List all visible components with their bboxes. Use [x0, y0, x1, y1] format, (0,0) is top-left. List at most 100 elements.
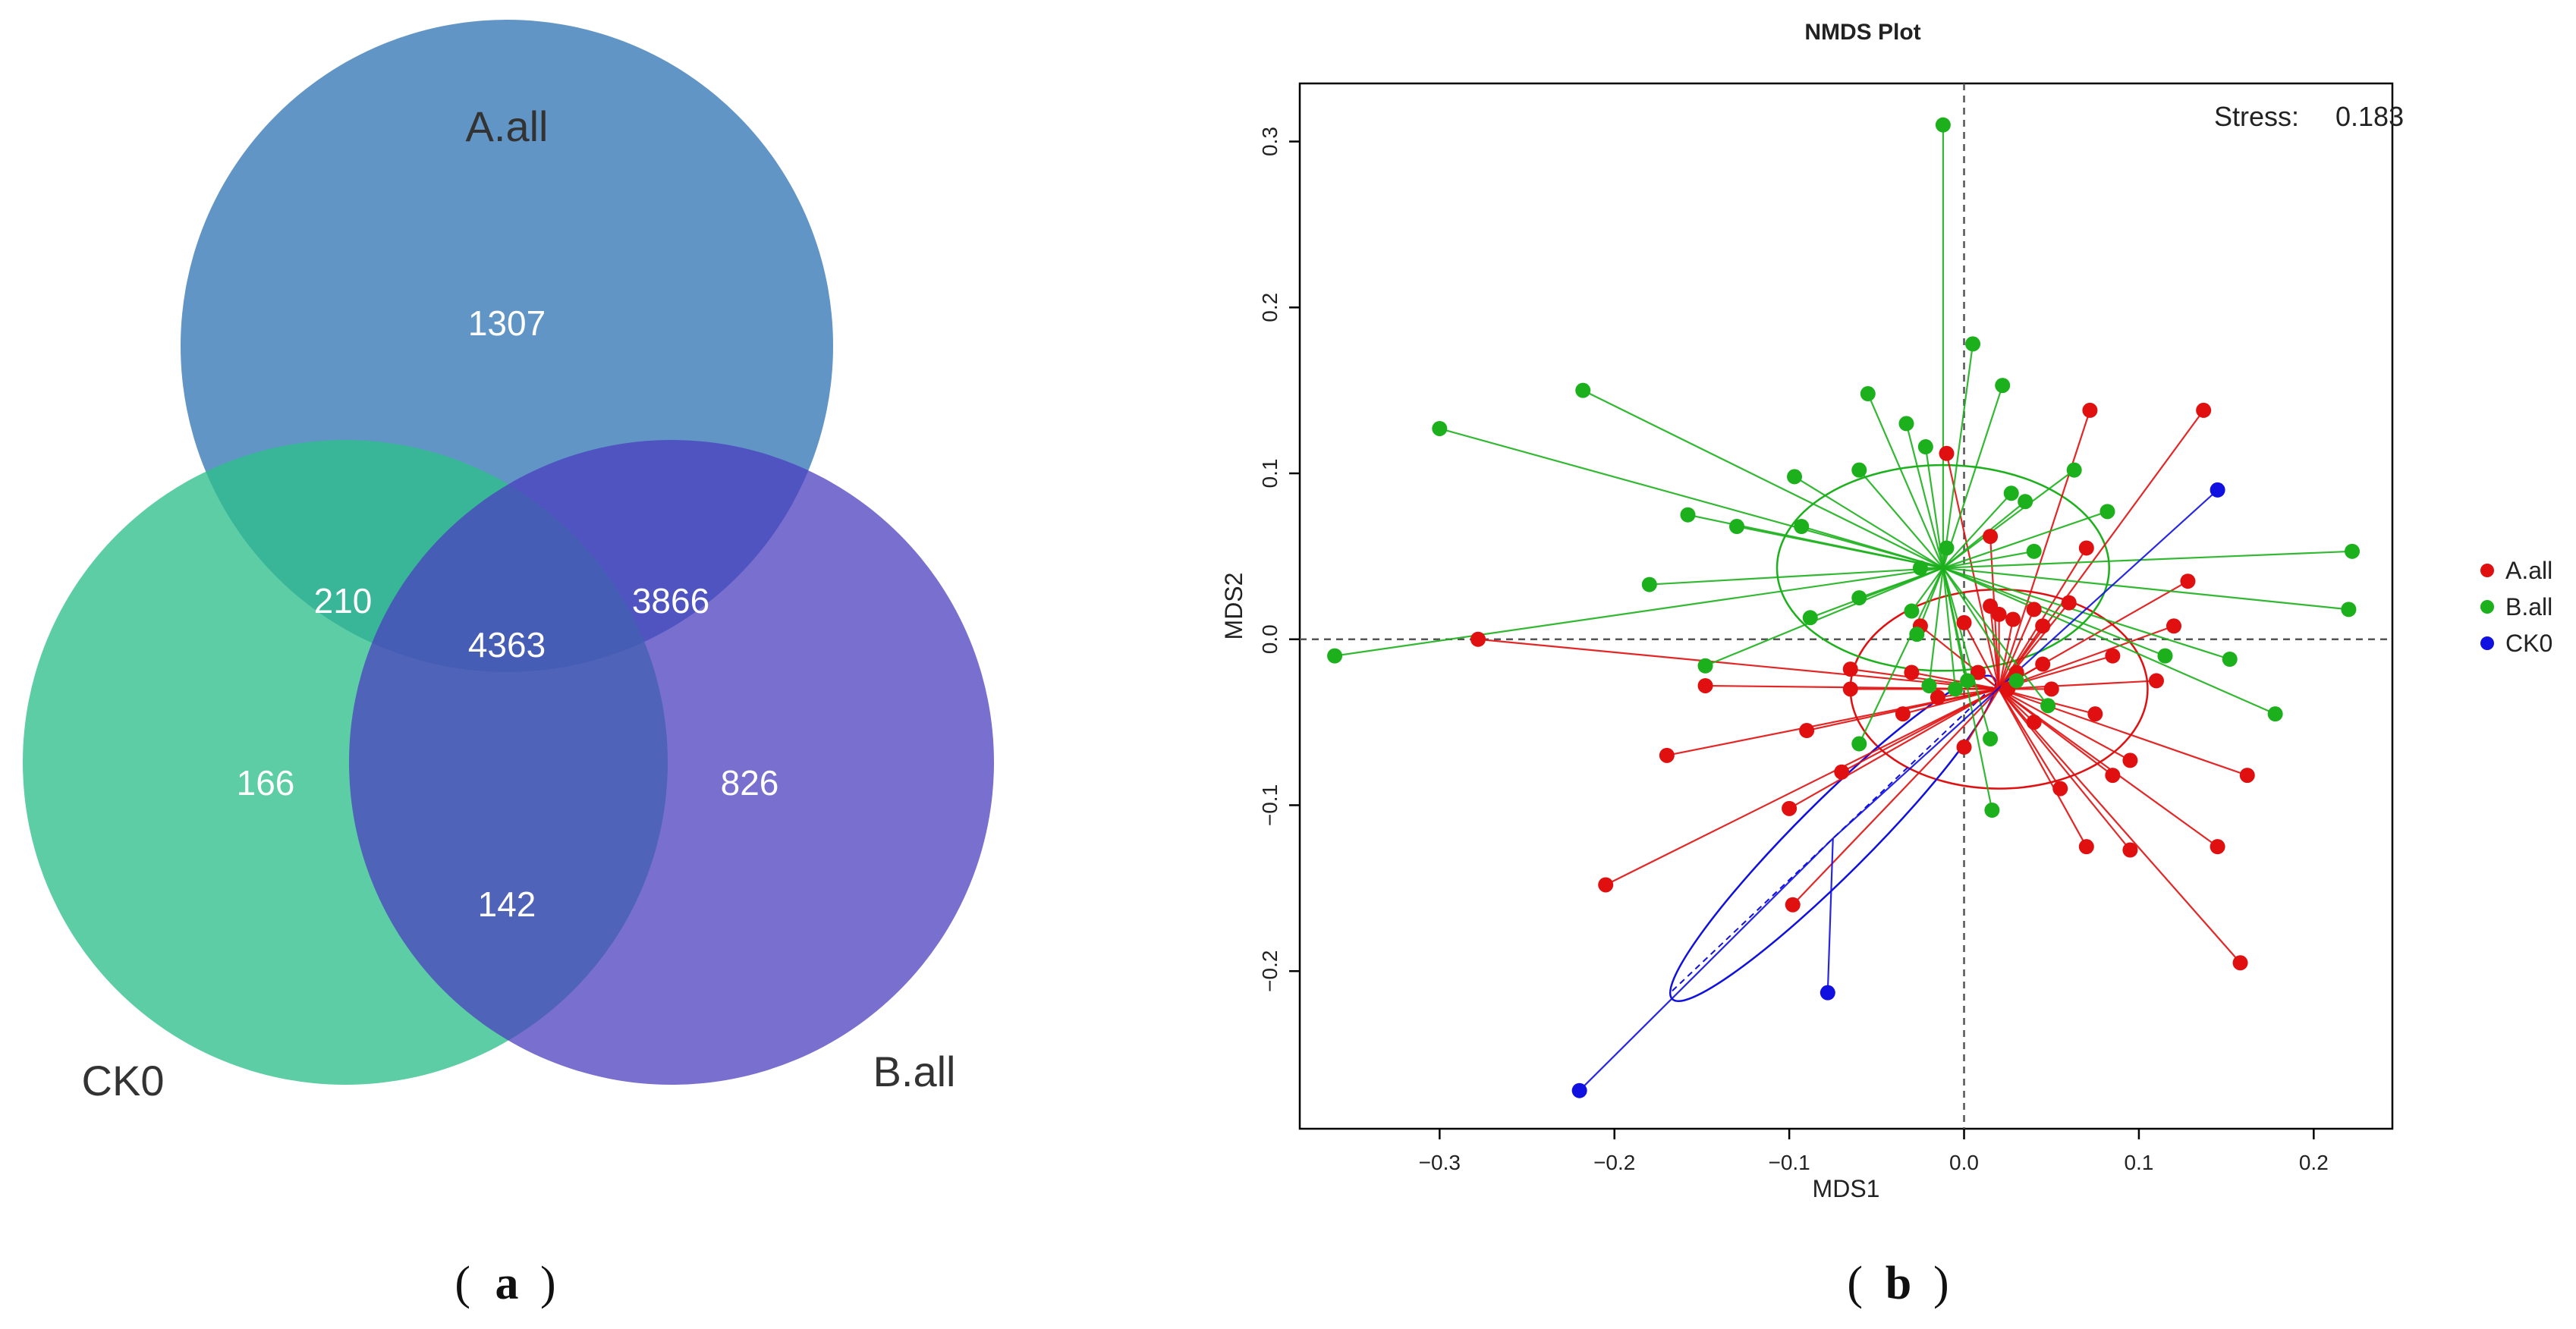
venn-count-ck0-only: 166 — [237, 763, 295, 803]
caption-a: ( a ) — [454, 1258, 555, 1309]
point-b-all — [1327, 648, 1343, 664]
spoke-a-all — [1998, 688, 2131, 851]
spoke-b-all — [1858, 469, 1944, 569]
point-a-all — [2035, 618, 2051, 634]
point-a-all — [2082, 402, 2098, 418]
y-axis: −0.2 −0.1 0.0 0.1 0.2 0.3 — [1258, 127, 1300, 992]
point-b-all — [2222, 651, 2238, 667]
point-b-all — [1851, 590, 1867, 606]
spoke-b-all — [1942, 344, 1974, 568]
spoke-ck0 — [1578, 837, 1834, 1092]
spoke-a-all — [1999, 688, 2131, 762]
point-a-all — [2196, 402, 2212, 418]
spoke-a-all — [1998, 410, 2091, 690]
point-b-all — [2026, 543, 2042, 559]
spoke-a-all — [1998, 410, 2205, 690]
spoke-b-all — [1942, 492, 2012, 569]
spoke-b-all — [1928, 567, 1944, 686]
point-a-all — [2026, 715, 2042, 730]
point-b-all — [1939, 540, 1955, 556]
spoke-a-all — [1850, 668, 1999, 690]
point-a-all — [2180, 573, 2196, 589]
stress-value: 0.183 — [2335, 101, 2404, 132]
x-tick-label: 0.2 — [2299, 1151, 2329, 1174]
point-a-all — [1956, 739, 1972, 755]
point-a-all — [2105, 768, 2121, 784]
point-a-all — [1939, 445, 1955, 461]
point-b-all — [1909, 627, 1925, 643]
point-a-all — [2035, 656, 2051, 672]
point-a-all — [2105, 648, 2121, 664]
x-tick-label: 0.1 — [2124, 1151, 2153, 1174]
spoke-b-all — [1905, 423, 1944, 568]
spoke-a-all — [1788, 688, 2000, 809]
spoke-b-all — [1942, 567, 1993, 811]
spoke-a-all — [1998, 688, 2087, 847]
point-b-all — [1575, 382, 1591, 398]
venn-count-a-only: 1307 — [468, 303, 546, 343]
point-a-all — [1895, 706, 1911, 722]
point-a-all — [1904, 664, 1920, 680]
point-b-all — [1898, 416, 1914, 432]
venn-count-a-ck0: 210 — [314, 581, 373, 621]
venn-set-label-b-all: B.all — [873, 1048, 956, 1095]
spoke-b-all — [1942, 567, 1957, 690]
point-ck0 — [2210, 482, 2225, 498]
nmds-plot: NMDS Plot −0.3 −0.2 −0.1 0.0 0.1 0.2 −0.2 −0.1… — [1220, 20, 2552, 1202]
spoke-b-all — [1942, 567, 2018, 682]
point-a-all — [1598, 877, 1614, 893]
spoke-a-all — [1605, 688, 2000, 886]
point-b-all — [1965, 336, 1981, 352]
spoke-ck0 — [1826, 838, 1834, 993]
spoke-a-all — [1963, 688, 2000, 748]
spoke-b-all — [1439, 427, 1944, 569]
spoke-b-all — [1942, 511, 2108, 569]
point-b-all — [2066, 462, 2082, 478]
plot-frame — [1298, 82, 2394, 1130]
point-a-all — [2239, 768, 2255, 784]
spoke-a-all — [1998, 619, 2015, 690]
point-a-all — [2043, 681, 2059, 697]
chart-title: NMDS Plot — [1804, 20, 1920, 45]
point-b-all — [2157, 648, 2173, 664]
point-ck0 — [1571, 1082, 1587, 1098]
y-tick-label: −0.1 — [1258, 784, 1282, 826]
point-b-all — [1912, 560, 1928, 576]
point-a-all — [1782, 800, 1798, 816]
point-b-all — [1851, 736, 1867, 752]
point-a-all — [2166, 618, 2181, 634]
x-axis-label: MDS1 — [1813, 1175, 1880, 1202]
point-b-all — [1787, 469, 1803, 485]
spoke-b-all — [1942, 550, 2034, 569]
point-b-all — [1680, 507, 1696, 523]
point-a-all — [2005, 611, 2021, 627]
point-a-all — [1983, 529, 1999, 545]
spoke-b-all — [1334, 567, 1944, 657]
point-b-all — [1984, 803, 2000, 818]
point-b-all — [1729, 519, 1744, 535]
spoke-ck0 — [1832, 489, 2219, 840]
point-a-all — [2122, 842, 2138, 858]
point-a-all — [1930, 690, 1945, 705]
point-a-all — [1842, 661, 1858, 677]
point-ck0 — [1820, 985, 1835, 1001]
point-b-all — [1935, 117, 1951, 133]
venn-diagram: A.all CK0 B.all 1307 210 4363 3866 166 8… — [23, 20, 994, 1104]
point-b-all — [2008, 673, 2024, 689]
legend-label: B.all — [2505, 593, 2552, 621]
x-tick-label: −0.3 — [1419, 1151, 1461, 1174]
spoke-b-all — [1942, 567, 2231, 661]
spoke-b-all — [1794, 476, 1944, 569]
spoke-a-all — [1998, 608, 2035, 690]
point-b-all — [1432, 420, 1448, 436]
spoke-b-all — [1867, 393, 1944, 569]
point-a-all — [1785, 897, 1801, 913]
legend-marker — [2480, 600, 2494, 614]
caption-a-letter: a — [495, 1258, 519, 1309]
point-a-all — [1956, 614, 1972, 630]
point-b-all — [2018, 494, 2033, 510]
point-b-all — [2345, 543, 2361, 559]
point-b-all — [1802, 610, 1818, 626]
point-b-all — [1904, 603, 1920, 619]
